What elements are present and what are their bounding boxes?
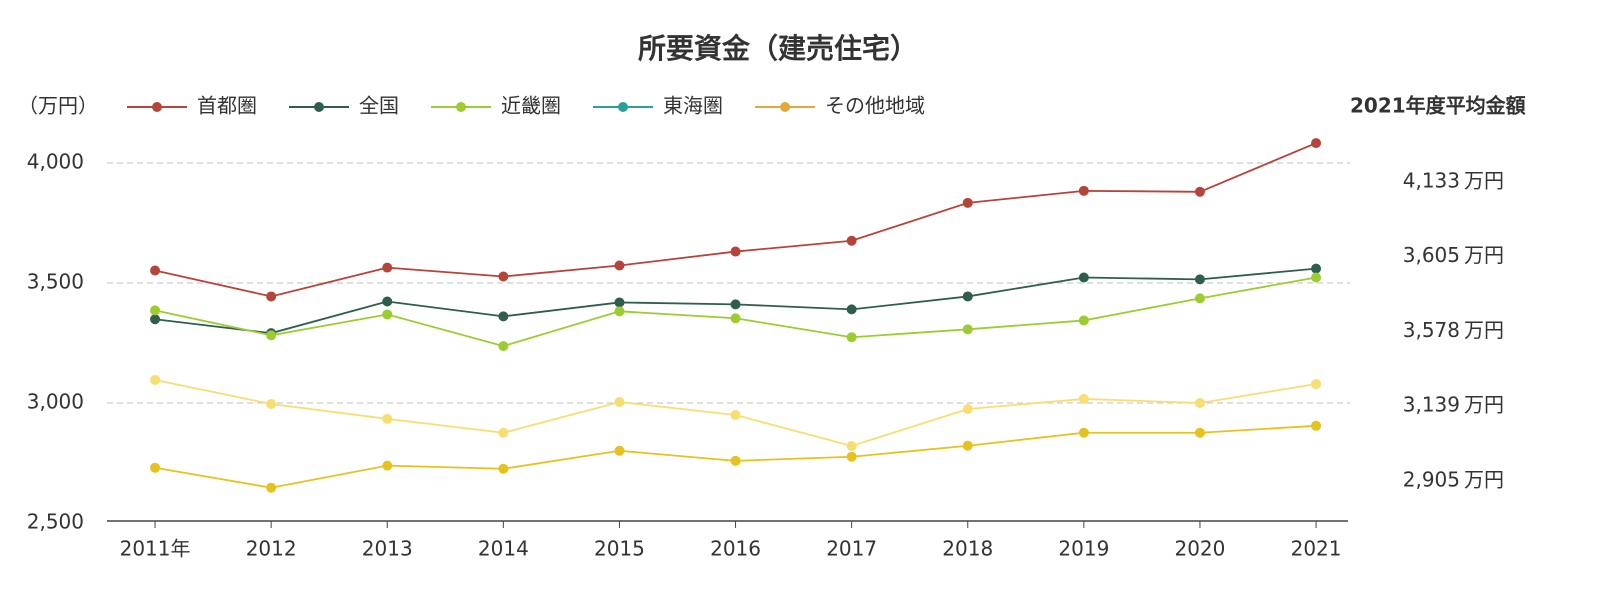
data-point — [846, 235, 857, 246]
side-value: 2,905 — [1403, 467, 1460, 491]
data-point — [498, 463, 509, 474]
data-point — [1311, 263, 1322, 274]
side-unit: 万円 — [1464, 393, 1504, 417]
data-point — [1078, 427, 1089, 438]
data-point — [1078, 315, 1089, 326]
legend-marker — [456, 102, 466, 112]
side-unit: 万円 — [1464, 467, 1504, 491]
legend-marker — [152, 102, 162, 112]
data-point — [846, 304, 857, 315]
x-tick-label: 2019 — [1058, 537, 1109, 561]
y-tick-label: 2,500 — [27, 510, 84, 534]
y-tick-label: 4,000 — [27, 150, 84, 174]
data-point — [498, 341, 509, 352]
data-point — [1078, 272, 1089, 283]
x-tick-label: 2015 — [594, 537, 645, 561]
data-point — [382, 262, 393, 273]
legend-marker — [314, 102, 324, 112]
side-value: 3,605 — [1403, 243, 1460, 267]
data-point — [1078, 185, 1089, 196]
data-point — [730, 455, 741, 466]
data-point — [150, 265, 161, 276]
series-line — [154, 142, 1317, 298]
data-point — [1194, 427, 1205, 438]
legend-label: 全国 — [359, 94, 399, 118]
side-unit: 万円 — [1464, 169, 1504, 193]
chart-title: 所要資金（建売住宅） — [638, 32, 918, 65]
data-point — [846, 440, 857, 451]
data-point — [846, 451, 857, 462]
data-point — [382, 309, 393, 320]
data-point — [498, 427, 509, 438]
data-point — [1311, 420, 1322, 431]
x-tick-label: 2012 — [246, 537, 297, 561]
x-tick-label: 2014 — [478, 537, 529, 561]
y-tick-label: 3,500 — [27, 270, 84, 294]
data-point — [614, 445, 625, 456]
side-value: 3,139 — [1403, 393, 1460, 417]
legend-label: 東海圏 — [663, 94, 723, 118]
data-point — [382, 296, 393, 307]
data-point — [962, 197, 973, 208]
data-point — [846, 332, 857, 343]
data-point — [150, 314, 161, 325]
data-point — [150, 374, 161, 385]
x-tick-label: 2013 — [362, 537, 413, 561]
data-point — [498, 271, 509, 282]
side-value: 4,133 — [1403, 169, 1460, 193]
legend-marker — [618, 102, 628, 112]
x-tick-label: 2011年 — [120, 537, 191, 561]
data-point — [962, 404, 973, 414]
data-point — [730, 410, 741, 420]
side-panel-title: 2021年度平均金額 — [1350, 94, 1526, 118]
data-point — [1078, 393, 1089, 404]
data-point — [1311, 272, 1322, 283]
data-point — [150, 462, 161, 473]
data-point — [150, 305, 161, 316]
x-tick-label: 2017 — [826, 537, 877, 561]
data-point — [614, 297, 625, 308]
data-point — [1194, 293, 1205, 304]
legend-label: 首都圏 — [197, 94, 257, 118]
data-point — [1194, 274, 1205, 285]
data-point — [1194, 398, 1205, 408]
data-point — [1194, 186, 1205, 197]
legend-label: その他地域 — [825, 94, 925, 118]
side-value: 3,578 — [1403, 318, 1460, 342]
data-point — [498, 311, 509, 322]
data-point — [1311, 138, 1322, 149]
data-point — [266, 482, 277, 493]
x-tick-label: 2021 — [1291, 537, 1342, 561]
data-point — [266, 398, 277, 409]
x-tick-label: 2016 — [710, 537, 761, 561]
data-point — [382, 413, 393, 424]
x-tick-label: 2018 — [942, 537, 993, 561]
data-point — [962, 291, 973, 302]
side-unit: 万円 — [1464, 318, 1504, 342]
legend-marker — [780, 102, 790, 112]
side-unit: 万円 — [1464, 243, 1504, 267]
x-tick-label: 2020 — [1174, 537, 1225, 561]
y-unit-label: （万円） — [18, 94, 98, 118]
y-tick-label: 3,000 — [27, 390, 84, 414]
data-point — [962, 324, 973, 335]
data-point — [614, 306, 625, 317]
data-point — [382, 460, 393, 471]
data-point — [962, 440, 973, 451]
data-point — [730, 313, 741, 324]
data-point — [266, 330, 277, 341]
data-point — [266, 291, 277, 302]
data-point — [730, 299, 741, 310]
data-point — [1311, 379, 1322, 390]
legend-label: 近畿圏 — [501, 94, 561, 118]
data-point — [730, 246, 741, 257]
data-point — [614, 260, 625, 271]
series-line — [154, 276, 1317, 348]
data-point — [614, 397, 625, 408]
